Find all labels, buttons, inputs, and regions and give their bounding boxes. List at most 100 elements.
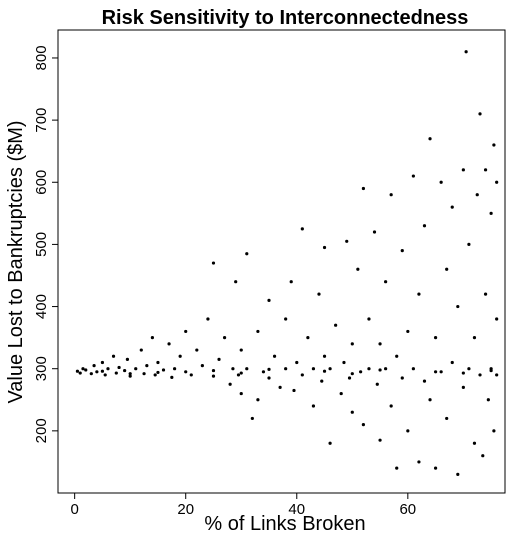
point [322,354,327,358]
point [195,348,199,352]
point [100,369,105,373]
plot-frame [57,29,506,494]
point [114,371,118,375]
point [406,429,410,433]
point [311,367,316,371]
point [150,336,154,340]
point [445,267,449,271]
point [250,416,254,421]
point [467,367,471,371]
point [170,375,174,380]
point [384,280,388,284]
point [467,242,471,247]
point [456,304,460,309]
chart-title: Risk Sensitivity to Interconnectedness [102,7,469,29]
point [300,373,304,377]
point [334,323,338,327]
point [456,472,460,476]
point [236,373,241,377]
point [486,398,490,402]
point [478,112,482,116]
point [272,354,277,358]
point [284,317,288,321]
point [378,438,382,442]
point [378,368,382,372]
point [461,371,465,375]
point [228,382,232,386]
point [472,336,477,340]
point [89,372,93,376]
point [328,367,332,371]
point [439,180,443,184]
point [489,211,493,215]
y-axis-label: Value Lost to Bankruptcies ($M) [5,120,27,403]
x-tick-label: 60 [399,501,416,518]
y-tick-label: 500 [33,232,50,257]
point [489,368,493,373]
y-tick-label: 800 [33,45,50,70]
point [78,371,82,375]
point [495,317,499,321]
point [433,336,438,340]
y-tick-label: 300 [33,356,50,381]
point [103,373,107,377]
point [261,370,266,374]
point [317,292,321,296]
point [328,441,332,445]
point [111,354,116,358]
point [372,230,377,234]
point [292,388,296,393]
point [128,374,132,378]
point [222,336,227,340]
point [75,369,80,373]
point [483,168,488,172]
point [139,348,143,352]
point [200,363,204,368]
point [117,365,121,370]
point [478,373,482,377]
point [481,454,485,458]
point [384,367,388,371]
point [100,360,105,365]
point [306,336,310,340]
point [239,391,243,396]
point [495,180,499,184]
point [178,354,182,358]
point [411,174,415,178]
point [445,416,449,421]
point [342,360,346,365]
x-tick-label: 40 [288,501,305,518]
point [356,267,360,271]
point [422,379,427,383]
point [475,193,479,197]
point [184,329,188,334]
point [267,376,271,380]
point [239,371,243,375]
point [206,317,210,321]
point [184,370,188,374]
point [461,385,465,389]
point [134,367,138,371]
point [167,342,171,346]
point [433,466,438,470]
point [234,280,238,284]
point [395,466,399,470]
x-tick-label: 0 [70,501,78,518]
point [153,373,157,377]
point [417,460,421,464]
point [389,404,393,408]
point [406,329,410,334]
point [359,370,363,374]
point [433,370,438,374]
point [142,372,146,376]
point [483,292,488,296]
point [156,370,160,375]
point [417,292,421,296]
point [350,342,354,346]
point [350,372,354,376]
point [84,368,88,372]
point [123,368,127,373]
point [378,342,382,346]
point [106,367,110,371]
